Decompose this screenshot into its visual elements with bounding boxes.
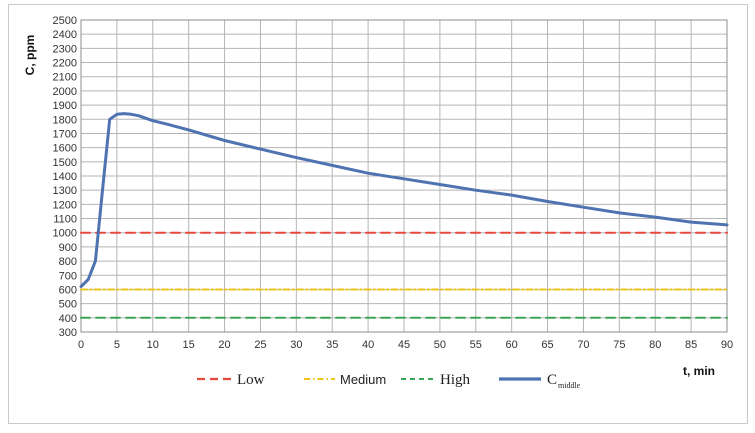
legend-label-high: High: [440, 372, 471, 388]
y-tick-label: 300: [59, 327, 77, 339]
y-tick-label: 2100: [53, 72, 77, 84]
line-chart: 3004005006007008009001000110012001300140…: [23, 15, 734, 390]
legend-label-medium: Medium: [340, 372, 386, 387]
legend-label-c-subscript: middle: [558, 381, 581, 390]
grid: [80, 19, 728, 333]
x-axis-title: t, min: [683, 364, 715, 378]
legend-label-c: C: [547, 372, 557, 388]
x-tick-label: 40: [362, 339, 374, 351]
y-tick-label: 400: [59, 313, 77, 325]
chart-frame: 300 400 500 600 700 800 900 1000 1100 1200 1300 140…: [8, 4, 748, 424]
y-tick-label: 700: [59, 270, 77, 282]
y-tick-label: 1200: [53, 199, 77, 211]
y-tick-label: 500: [59, 299, 77, 311]
legend: Low Medium High Cmiddle: [197, 372, 581, 390]
y-tick-label: 2300: [53, 43, 77, 55]
y-tick-label: 1400: [53, 171, 77, 183]
series-lines: [79, 112, 729, 289]
y-tick-label: 2200: [53, 58, 77, 70]
legend-item-high: High: [401, 372, 471, 388]
y-tick-label: 900: [59, 242, 77, 254]
reference-lines: [80, 231, 728, 319]
x-tick-label: 20: [218, 339, 230, 351]
y-tick-label: 1300: [53, 185, 77, 197]
x-tick-label: 80: [649, 339, 661, 351]
legend-item-medium: Medium: [304, 372, 386, 387]
y-tick-label: 1100: [53, 214, 77, 226]
y-axis-title: C, ppm: [23, 35, 37, 76]
x-tick-label: 60: [506, 339, 518, 351]
x-tick-label: 55: [470, 339, 482, 351]
x-tick-label: 35: [326, 339, 338, 351]
x-tick-label: 0: [78, 339, 84, 351]
y-tick-label: 2400: [53, 29, 77, 41]
legend-label-low: Low: [237, 372, 265, 388]
x-tick-label: 30: [290, 339, 302, 351]
x-tick-label: 5: [114, 339, 120, 351]
y-tick-label: 1000: [53, 228, 77, 240]
svg-text:Cmiddle: Cmiddle: [547, 372, 581, 390]
x-tick-label: 25: [254, 339, 266, 351]
x-tick-label: 45: [398, 339, 410, 351]
y-tick-label: 1600: [53, 143, 77, 155]
y-tick-label: 1500: [53, 157, 77, 169]
x-tick-label: 90: [721, 339, 733, 351]
x-tick-label: 10: [147, 339, 159, 351]
tick-labels: 3004005006007008009001000110012001300140…: [53, 15, 734, 351]
y-tick-label: 1800: [53, 114, 77, 126]
y-tick-label: 2500: [53, 15, 77, 27]
series-line-c-middle: [79, 112, 729, 289]
y-tick-label: 1700: [53, 128, 77, 140]
x-tick-label: 85: [685, 339, 697, 351]
y-tick-label: 1900: [53, 100, 77, 112]
legend-item-c-middle: Cmiddle: [499, 372, 581, 390]
y-tick-label: 600: [59, 284, 77, 296]
x-tick-label: 15: [183, 339, 195, 351]
x-tick-label: 65: [541, 339, 553, 351]
y-tick-label: 800: [59, 256, 77, 268]
legend-item-low: Low: [197, 372, 265, 388]
x-tick-label: 70: [577, 339, 589, 351]
x-tick-label: 50: [434, 339, 446, 351]
y-tick-label: 2000: [53, 86, 77, 98]
plot-area-border: [80, 19, 728, 333]
x-tick-label: 75: [613, 339, 625, 351]
